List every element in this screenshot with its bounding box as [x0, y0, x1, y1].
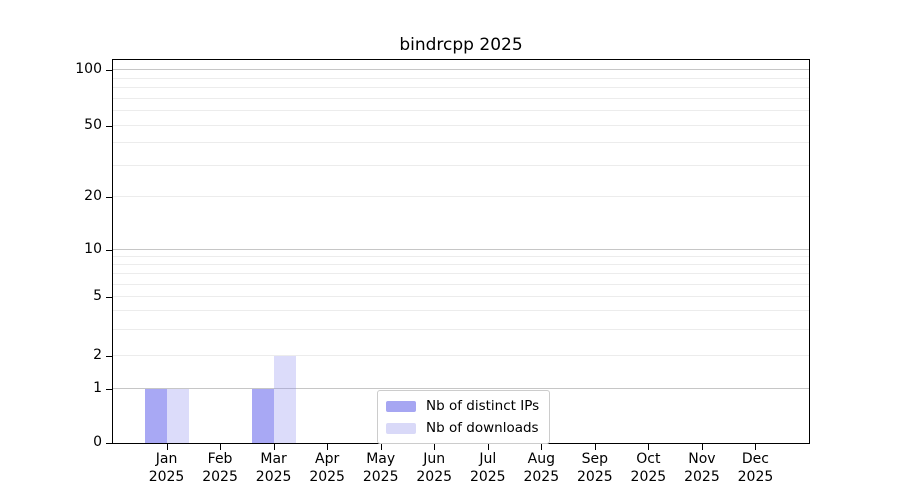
y-tick-mark-20	[106, 197, 112, 198]
x-tick-label-oct: Oct 2025	[612, 451, 684, 486]
y-tick-label-10: 10	[84, 241, 102, 257]
legend-label-downloads: Nb of downloads	[426, 420, 539, 436]
plot-area: Nb of distinct IPs Nb of downloads	[112, 59, 810, 444]
gridline-90	[113, 77, 809, 79]
x-tick-label-year: 2025	[309, 468, 345, 485]
x-tick-mark-nov	[701, 444, 703, 450]
x-tick-label-year: 2025	[523, 468, 560, 485]
y-tick-label-20: 20	[84, 188, 102, 204]
gridline-1	[113, 388, 809, 389]
x-tick-label-nov: Nov 2025	[666, 451, 738, 486]
x-tick-label-year: 2025	[684, 468, 720, 485]
x-tick-label-year: 2025	[202, 468, 238, 485]
x-tick-label-year: 2025	[577, 468, 613, 485]
gridline-4	[113, 310, 809, 312]
bar-nb-of-downloads-jan	[166, 389, 189, 443]
x-tick-label-year: 2025	[469, 468, 506, 485]
x-tick-mark-jan	[166, 444, 168, 450]
gridline-40	[113, 142, 809, 144]
gridline-3	[113, 328, 809, 330]
legend: Nb of distinct IPs Nb of downloads	[377, 390, 551, 444]
x-tick-label-month: Apr	[315, 451, 340, 467]
y-tick-mark-5	[106, 297, 112, 298]
x-tick-mark-aug	[541, 444, 543, 450]
bar-nb-of-downloads-mar	[273, 356, 296, 443]
gridline-6	[113, 283, 809, 285]
gridline-8	[113, 264, 809, 266]
y-tick-mark-50	[106, 126, 112, 127]
x-tick-mark-sep	[594, 444, 596, 450]
x-tick-label-year: 2025	[362, 468, 399, 485]
x-tick-label-month: Aug	[527, 451, 555, 467]
x-tick-label-jun: Jun 2025	[398, 451, 470, 486]
x-tick-mark-dec	[755, 444, 757, 450]
legend-swatch-distinct-ips	[386, 400, 416, 412]
y-tick-mark-0	[106, 443, 112, 444]
y-tick-label-2: 2	[93, 347, 102, 363]
gridline-60	[113, 110, 809, 112]
gridline-50	[113, 125, 809, 126]
x-tick-label-mar: Mar 2025	[238, 451, 310, 486]
x-tick-label-year: 2025	[630, 468, 667, 485]
x-tick-mark-may	[380, 444, 382, 450]
x-tick-label-apr: Apr 2025	[291, 451, 363, 486]
y-tick-label-100: 100	[75, 61, 102, 77]
x-tick-label-jan: Jan 2025	[131, 451, 203, 486]
x-tick-label-month: Jul	[479, 451, 497, 467]
y-tick-mark-1	[106, 389, 112, 390]
y-tick-mark-2	[106, 356, 112, 357]
gridline-20	[113, 196, 809, 197]
x-tick-label-month: Feb	[207, 451, 233, 467]
x-tick-label-may: May 2025	[345, 451, 417, 486]
x-tick-mark-feb	[220, 444, 222, 450]
y-tick-label-5: 5	[93, 288, 102, 304]
x-tick-label-year: 2025	[737, 468, 774, 485]
y-tick-mark-100	[106, 70, 112, 71]
gridline-7	[113, 273, 809, 275]
x-tick-label-year: 2025	[255, 468, 292, 485]
bar-nb-of-distinct-ips-mar	[251, 389, 274, 443]
x-tick-label-year: 2025	[416, 468, 453, 485]
gridline-5	[113, 296, 809, 297]
x-tick-label-dec: Dec 2025	[719, 451, 791, 486]
x-tick-label-month: Dec	[741, 451, 769, 467]
x-tick-label-month: May	[366, 451, 396, 467]
x-tick-label-month: Sep	[581, 451, 609, 467]
gridline-80	[113, 87, 809, 89]
gridline-10	[113, 249, 809, 250]
x-tick-label-year: 2025	[148, 468, 185, 485]
legend-entry-downloads: Nb of downloads	[386, 420, 539, 436]
x-tick-label-sep: Sep 2025	[559, 451, 631, 486]
gridline-2	[113, 355, 809, 356]
y-tick-label-50: 50	[84, 117, 102, 133]
x-tick-label-aug: Aug 2025	[505, 451, 577, 486]
x-tick-mark-oct	[648, 444, 650, 450]
bar-nb-of-distinct-ips-jan	[144, 389, 167, 443]
chart-title: bindrcpp 2025	[399, 35, 523, 55]
gridline-9	[113, 256, 809, 258]
legend-label-distinct-ips: Nb of distinct IPs	[426, 398, 540, 414]
x-tick-label-month: Jun	[423, 451, 446, 467]
x-tick-mark-jun	[434, 444, 436, 450]
gridline-100	[113, 69, 809, 70]
x-tick-label-month: Oct	[636, 451, 661, 467]
x-tick-label-jul: Jul 2025	[452, 451, 524, 486]
x-tick-mark-jul	[487, 444, 489, 450]
gridline-70	[113, 97, 809, 99]
y-tick-label-1: 1	[93, 380, 102, 396]
legend-swatch-downloads	[386, 422, 416, 434]
x-tick-label-month: Mar	[260, 451, 287, 467]
legend-entry-distinct-ips: Nb of distinct IPs	[386, 398, 539, 414]
x-tick-label-month: Jan	[155, 451, 178, 467]
gridline-30	[113, 164, 809, 166]
x-tick-label-month: Nov	[688, 451, 716, 467]
x-tick-mark-mar	[273, 444, 275, 450]
y-tick-mark-10	[106, 250, 112, 251]
y-tick-label-0: 0	[93, 434, 102, 450]
x-tick-label-feb: Feb 2025	[184, 451, 256, 486]
x-tick-mark-apr	[327, 444, 329, 450]
